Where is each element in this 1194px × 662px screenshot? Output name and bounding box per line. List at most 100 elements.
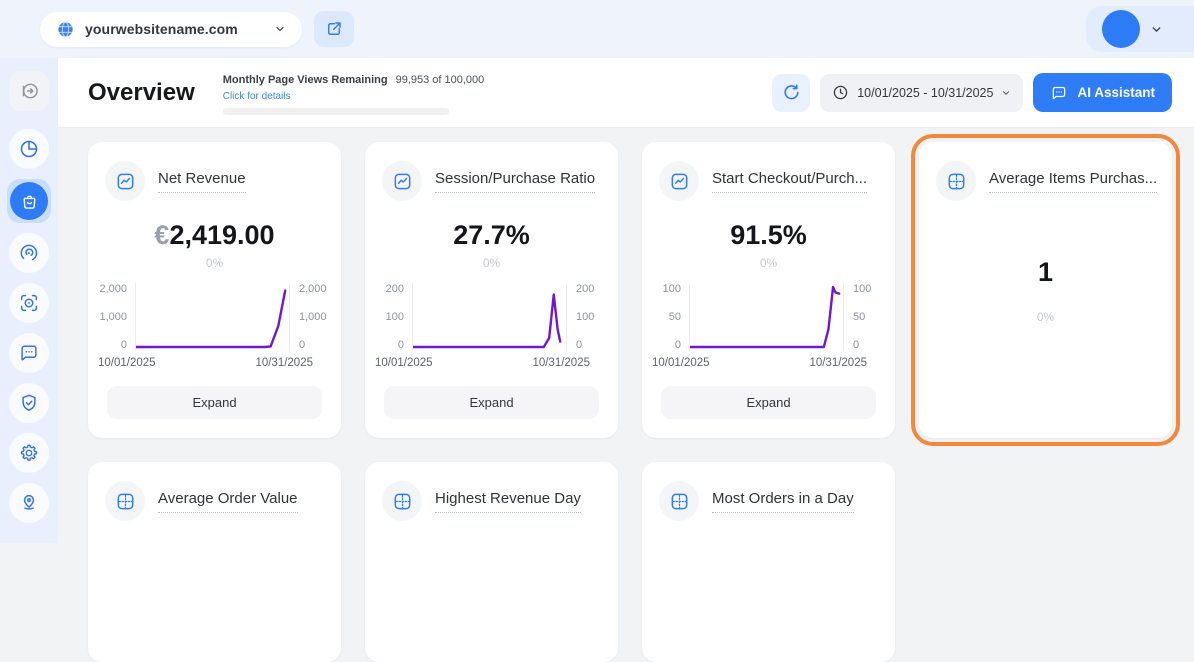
- date-range-picker[interactable]: 10/01/2025 - 10/31/2025: [820, 73, 1024, 112]
- sparkline-chart: 2,000 1,000 0 2,000 1,000 0: [88, 283, 341, 351]
- metric-value: €2,419.00: [154, 220, 275, 250]
- sidebar-item-settings[interactable]: [9, 433, 49, 473]
- metric-value: 27.7%: [453, 220, 530, 250]
- expand-button[interactable]: Expand: [107, 386, 322, 419]
- quota-progress-bar: [222, 108, 449, 115]
- chat-feedback-icon: [21, 345, 37, 361]
- account-menu[interactable]: [1086, 6, 1194, 52]
- metric-delta: 0%: [205, 256, 224, 270]
- y-tick: 200: [576, 283, 595, 295]
- metric-card-start-checkout-purchase: Start Checkout/Purch... 91.5% 0% 100 50 …: [642, 142, 895, 438]
- card-title[interactable]: Average Order Value: [158, 490, 298, 513]
- clock-icon: [834, 85, 848, 100]
- location-pin-icon: [23, 494, 35, 510]
- sidebar: [0, 58, 58, 543]
- date-range-value: 10/01/2025 - 10/31/2025: [857, 85, 994, 100]
- quota-details-link[interactable]: Click for details: [222, 91, 291, 102]
- refresh-button[interactable]: [772, 73, 811, 112]
- avatar: [1102, 10, 1140, 48]
- pie-chart-icon: [20, 140, 38, 158]
- sparkline-chart: 200 100 0 200 100 0: [365, 283, 618, 351]
- y-tick: 1,000: [99, 311, 127, 323]
- ai-assistant-button[interactable]: AI Assistant: [1033, 73, 1172, 112]
- y-tick: 0: [120, 339, 127, 351]
- sidebar-item-recordings[interactable]: [9, 283, 49, 323]
- sidebar-item-sessions[interactable]: [9, 233, 49, 273]
- metrics-row-1: Net Revenue €2,419.00 0% 2,000 1,000 0 2…: [88, 134, 1194, 446]
- card-title[interactable]: Start Checkout/Purch...: [712, 170, 868, 193]
- y-tick: 100: [853, 283, 872, 295]
- sidebar-item-dashboard[interactable]: [9, 129, 49, 169]
- settings-gear-icon: [20, 444, 38, 461]
- main-content: Net Revenue €2,419.00 0% 2,000 1,000 0 2…: [58, 128, 1194, 662]
- table-grid-icon: [659, 481, 699, 521]
- metric-card-net-revenue: Net Revenue €2,419.00 0% 2,000 1,000 0 2…: [88, 142, 341, 438]
- page-title: Overview: [88, 78, 195, 106]
- website-selector[interactable]: yourwebsitename.com: [40, 11, 302, 47]
- card-title[interactable]: Highest Revenue Day: [435, 490, 581, 513]
- sidebar-item-ecommerce[interactable]: [7, 179, 51, 223]
- chart-plot-area: [412, 283, 567, 351]
- collapse-panel-icon: [22, 83, 38, 99]
- y-tick: 0: [674, 339, 681, 351]
- page-header: Overview Monthly Page Views Remaining 99…: [58, 58, 1194, 128]
- top-bar: yourwebsitename.com: [0, 0, 1194, 58]
- ai-assistant-label: AI Assistant: [1077, 85, 1155, 100]
- y-tick: 200: [385, 283, 404, 295]
- card-title[interactable]: Most Orders in a Day: [712, 490, 854, 513]
- line-chart-icon: [105, 161, 145, 201]
- chart-plot-area: [689, 283, 844, 351]
- sidebar-item-locations[interactable]: [9, 483, 49, 523]
- metric-delta: 0%: [759, 256, 778, 270]
- globe-icon: [58, 21, 73, 37]
- metrics-row-2: Average Order Value Highest Revenue Day: [88, 462, 1194, 662]
- expand-button[interactable]: Expand: [661, 386, 876, 419]
- quota-value: 99,953 of 100,000: [395, 74, 485, 86]
- y-tick: 0: [397, 339, 404, 351]
- metric-card-average-order-value: Average Order Value: [88, 462, 341, 662]
- sidebar-item-feedback[interactable]: [9, 333, 49, 373]
- card-title[interactable]: Average Items Purchas...: [989, 170, 1158, 193]
- y-tick: 1,000: [299, 311, 327, 323]
- expand-button[interactable]: Expand: [384, 386, 599, 419]
- y-tick: 0: [576, 339, 583, 351]
- open-website-button[interactable]: [313, 11, 354, 47]
- x-axis-labels: 10/01/2025 10/31/2025: [88, 351, 341, 369]
- metric-value: 1: [1037, 257, 1054, 287]
- metric-value: 91.5%: [730, 220, 807, 250]
- table-grid-icon: [936, 161, 976, 201]
- metric-card-most-orders-in-a-day: Most Orders in a Day: [642, 462, 895, 662]
- table-grid-icon: [382, 481, 422, 521]
- sidebar-item-collapse[interactable]: [9, 71, 49, 111]
- card-title[interactable]: Net Revenue: [158, 170, 246, 193]
- y-tick: 50: [668, 311, 681, 323]
- radar-sessions-icon: [20, 244, 38, 261]
- chat-bubble-icon: [1053, 86, 1066, 99]
- y-tick: 2,000: [99, 283, 127, 295]
- sidebar-item-security[interactable]: [9, 383, 49, 423]
- line-chart-icon: [382, 161, 422, 201]
- card-title[interactable]: Session/Purchase Ratio: [435, 170, 596, 193]
- metric-delta: 0%: [482, 256, 501, 270]
- y-tick: 100: [385, 311, 404, 323]
- metric-card-session-purchase-ratio: Session/Purchase Ratio 27.7% 0% 200 100 …: [365, 142, 618, 438]
- y-tick: 100: [576, 311, 595, 323]
- chart-plot-area: [135, 283, 290, 351]
- line-chart-icon: [659, 161, 699, 201]
- chevron-down-icon: [276, 26, 284, 32]
- focus-record-icon: [20, 294, 38, 312]
- x-axis-labels: 10/01/2025 10/31/2025: [365, 351, 618, 369]
- x-label-end: 10/31/2025: [255, 357, 313, 369]
- y-tick: 2,000: [299, 283, 327, 295]
- x-axis-labels: 10/01/2025 10/31/2025: [642, 351, 895, 369]
- x-label-end: 10/31/2025: [809, 357, 867, 369]
- metric-card-average-items-purchased: Average Items Purchas... 1 0%: [911, 134, 1180, 446]
- page-views-quota: Monthly Page Views Remaining 99,953 of 1…: [222, 70, 485, 115]
- quota-label: Monthly Page Views Remaining: [222, 74, 388, 86]
- y-tick: 0: [853, 339, 860, 351]
- y-tick: 0: [299, 339, 306, 351]
- shopping-bag-icon: [23, 194, 35, 209]
- table-grid-icon: [105, 481, 145, 521]
- chevron-down-icon: [1152, 26, 1161, 32]
- y-tick: 50: [853, 311, 866, 323]
